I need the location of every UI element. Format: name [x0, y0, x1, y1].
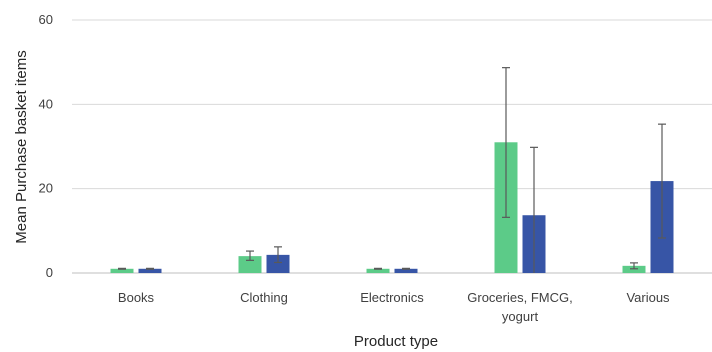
bar [238, 256, 262, 273]
error-bars [118, 67, 666, 273]
gridlines [72, 19, 712, 274]
y-tick-label: 20 [39, 181, 53, 196]
bar [394, 268, 418, 273]
bar [110, 268, 134, 273]
x-axis-ticks: Books Clothing Electronics Groceries, FMCG,… [118, 290, 670, 324]
x-tick-label: Clothing [240, 290, 288, 305]
y-axis-title: Mean Purchase basket items [13, 50, 30, 243]
y-axis-ticks: 0 20 40 60 [39, 12, 53, 280]
bar [366, 268, 390, 273]
x-tick-label: Various [626, 290, 670, 305]
y-tick-label: 60 [39, 12, 53, 27]
y-tick-label: 40 [39, 96, 53, 111]
bars [110, 142, 674, 273]
bar [138, 268, 162, 273]
y-tick-label: 0 [46, 265, 53, 280]
x-tick-label: Books [118, 290, 155, 305]
x-tick-label: Electronics [360, 290, 424, 305]
bar [622, 265, 646, 273]
bar [266, 254, 290, 273]
x-axis-title: Product type [354, 333, 438, 350]
x-tick-label: Groceries, FMCG, yogurt [467, 290, 572, 324]
